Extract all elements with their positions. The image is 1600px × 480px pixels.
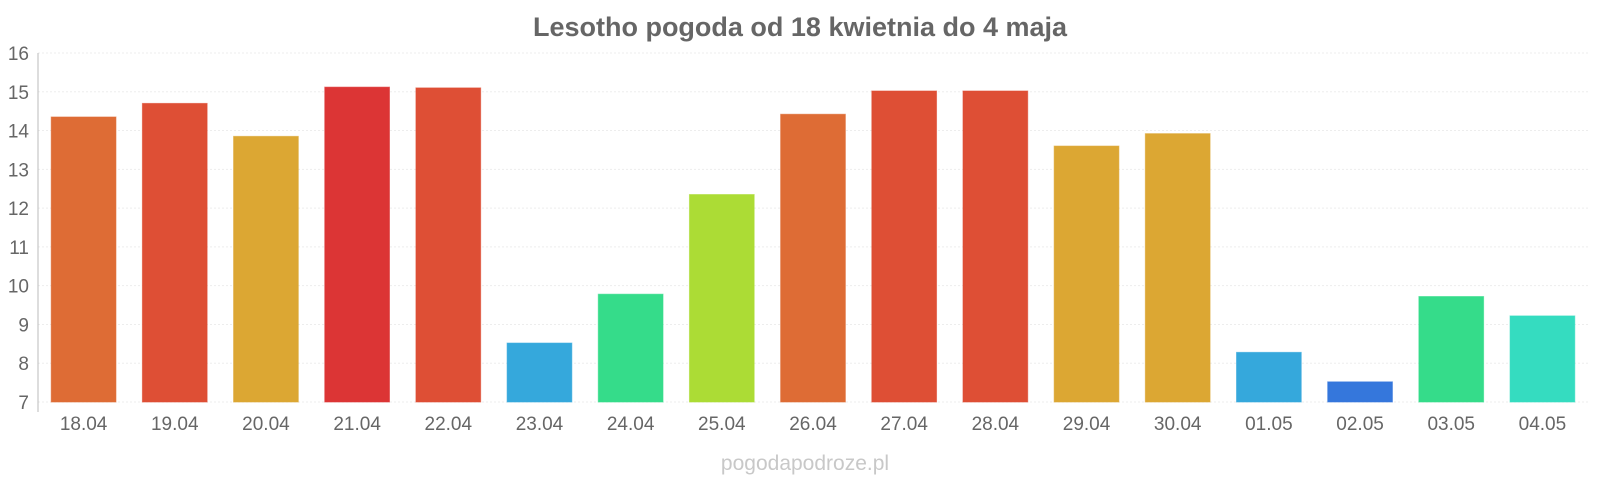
watermark-text: pogodapodroze.pl: [721, 452, 889, 475]
x-tick-label: 30.04: [1154, 414, 1202, 435]
bar: [1509, 315, 1576, 403]
x-tick-label: 18.04: [60, 414, 108, 435]
bar: [871, 90, 938, 403]
y-tick-label: 8: [18, 354, 29, 375]
y-tick-label: 14: [8, 122, 30, 143]
bar: [1418, 296, 1485, 403]
bar: [415, 87, 482, 403]
x-tick-label: 03.05: [1427, 414, 1475, 435]
bar: [780, 113, 846, 403]
x-tick-label: 24.04: [607, 414, 655, 435]
bar: [50, 116, 117, 403]
bar: [141, 102, 208, 403]
x-tick-label: 19.04: [151, 414, 199, 435]
x-axis-ticks: 18.04 19.04 20.04 21.04 22.04 23.04 24.04 25.04…: [60, 414, 1566, 435]
bar: [1144, 133, 1211, 403]
x-tick-label: 22.04: [425, 414, 473, 435]
x-tick-label: 04.05: [1519, 414, 1567, 435]
y-tick-label: 15: [8, 83, 29, 104]
x-tick-label: 27.04: [880, 414, 928, 435]
bars: [50, 86, 1576, 403]
y-tick-label: 10: [8, 277, 29, 298]
bar: [962, 90, 1029, 403]
bar: [506, 342, 573, 403]
y-tick-label: 7: [18, 393, 29, 414]
y-tick-label: 11: [9, 238, 29, 259]
bar: [1053, 145, 1120, 403]
bar: [324, 86, 390, 403]
y-tick-label: 12: [8, 199, 29, 220]
x-tick-label: 20.04: [242, 414, 290, 435]
x-tick-label: 02.05: [1336, 414, 1384, 435]
bar: [1236, 351, 1302, 403]
y-tick-label: 13: [8, 160, 29, 181]
x-tick-label: 21.04: [333, 414, 381, 435]
y-tick-label: 16: [8, 44, 29, 65]
bar: [233, 135, 299, 403]
x-tick-label: 26.04: [789, 414, 837, 435]
x-tick-label: 28.04: [972, 414, 1020, 435]
y-tick-label: 9: [18, 315, 29, 336]
x-tick-label: 25.04: [698, 414, 746, 435]
y-axis-ticks: 7 8 9 10 11 12 13 14 15 16: [8, 44, 30, 414]
x-tick-label: 23.04: [516, 414, 564, 435]
chart-title: Lesotho pogoda od 18 kwietnia do 4 maja: [533, 12, 1068, 42]
bar: [597, 293, 664, 403]
bar: [1327, 381, 1393, 403]
x-tick-label: 29.04: [1063, 414, 1111, 435]
x-tick-label: 01.05: [1245, 414, 1293, 435]
bar: [688, 194, 755, 403]
